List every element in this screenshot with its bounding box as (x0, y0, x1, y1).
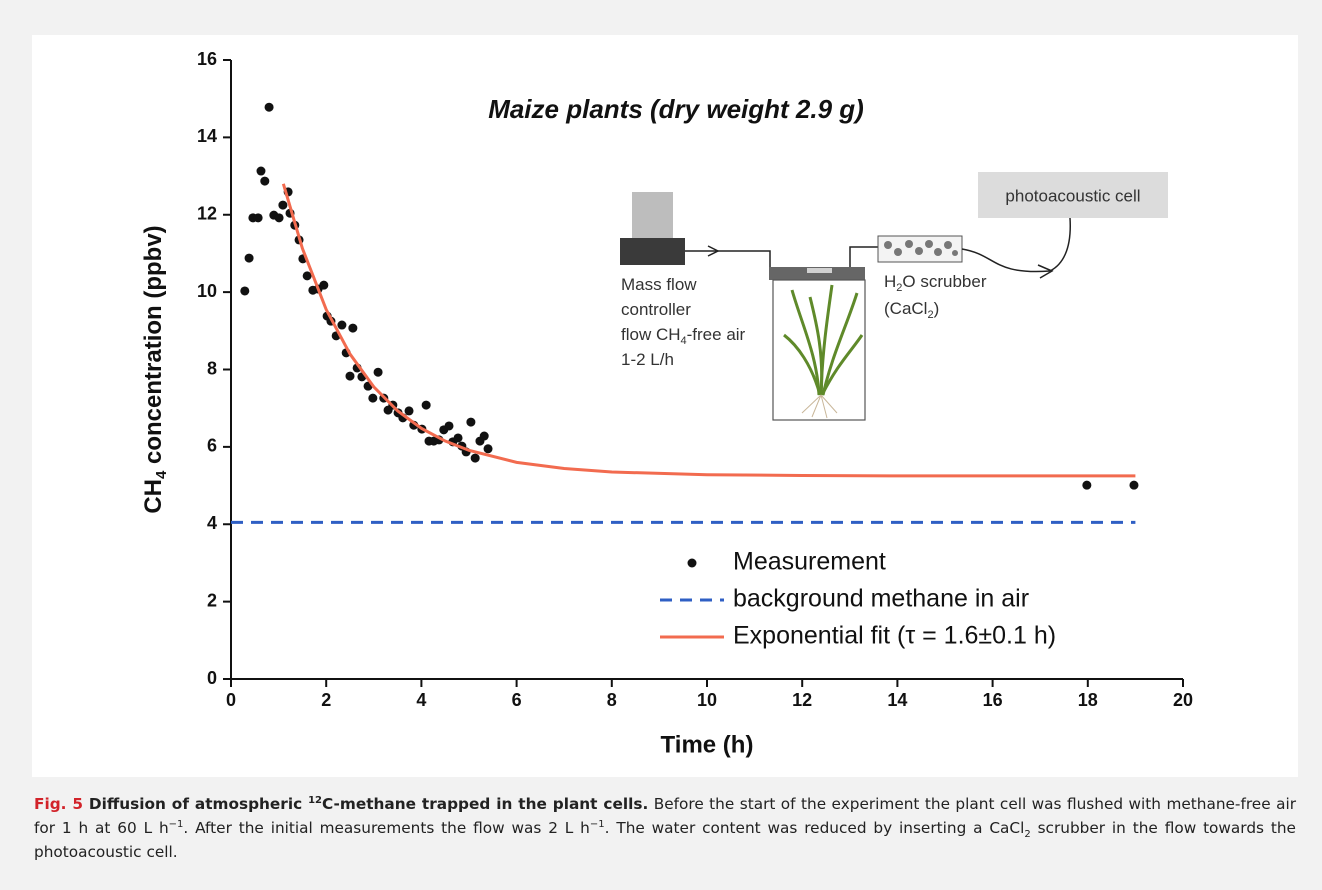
caption-run: 12 (308, 795, 322, 806)
x-tick-label: 20 (1173, 690, 1193, 710)
diagram-label-part: O scrubber (902, 272, 986, 291)
y-tick-label: 14 (197, 126, 217, 146)
legend-label: Measurement (733, 548, 886, 576)
diagram-label-part: ) (934, 299, 940, 318)
figure: Maize plants (dry weight 2.9 g) photoaco… (0, 0, 1322, 890)
chart-background (32, 35, 1298, 777)
diagram-label-part: 1-2 L/h (621, 350, 674, 369)
caption-run: Fig. 5 (34, 795, 83, 813)
x-tick-label: 18 (1078, 690, 1098, 710)
chart: Maize plants (dry weight 2.9 g) photoaco… (32, 35, 1298, 777)
caption-run: Diffusion of atmospheric (83, 795, 308, 813)
diagram-label-part: Mass flow (621, 275, 697, 294)
annotation: Maize plants (dry weight 2.9 g) (488, 94, 864, 124)
y-tick-label: 4 (207, 513, 217, 533)
data-point (265, 103, 274, 112)
data-point (348, 324, 357, 333)
caption-run: −1 (590, 819, 605, 830)
diagram-label: 1-2 L/h (621, 350, 674, 369)
data-point (337, 321, 346, 330)
controller-body (620, 238, 685, 265)
y-tick-label: 10 (197, 281, 217, 301)
data-point (256, 167, 265, 176)
data-point (278, 201, 287, 210)
diagram-label: Mass flow (621, 275, 697, 294)
data-point (480, 432, 489, 441)
data-point (422, 401, 431, 410)
data-point (484, 444, 493, 453)
lid-highlight (807, 268, 832, 273)
caption-run: −1 (169, 819, 184, 830)
x-tick-label: 10 (697, 690, 717, 710)
x-tick-label: 16 (983, 690, 1003, 710)
y-tick-label: 0 (207, 668, 217, 688)
y-tick-label: 12 (197, 204, 217, 224)
legend-marker (688, 559, 697, 568)
y-tick-label: 2 (207, 590, 217, 610)
data-point (1129, 481, 1138, 490)
data-point (260, 177, 269, 186)
data-point (374, 368, 383, 377)
caption-run: C-methane trapped in the plant cells. (322, 795, 648, 813)
diagram-label-part: -free air (687, 325, 746, 344)
legend-label: background methane in air (733, 585, 1029, 613)
y-axis-label-part: CH (140, 479, 167, 514)
data-point (445, 421, 454, 430)
legend-label: Exponential fit (τ = 1.6±0.1 h) (733, 622, 1056, 650)
data-point (275, 213, 284, 222)
diagram-label-part: (CaCl (884, 299, 927, 318)
x-tick-label: 14 (887, 690, 907, 710)
y-axis-label: CH4 concentration (ppbv) (140, 225, 170, 513)
diagram-label: controller (621, 300, 691, 319)
data-point (245, 254, 254, 263)
data-point (405, 406, 414, 415)
data-point (1082, 481, 1091, 490)
data-point (240, 286, 249, 295)
y-tick-label: 6 (207, 436, 217, 456)
y-tick-label: 8 (207, 358, 217, 378)
y-axis-label-part: concentration (ppbv) (140, 225, 167, 470)
data-point (466, 418, 475, 427)
controller-top (632, 192, 673, 238)
diagram-label-part: H (884, 272, 896, 291)
caption: Fig. 5 Diffusion of atmospheric 12C-meth… (34, 792, 1296, 864)
data-point (454, 433, 463, 442)
x-tick-label: 0 (226, 690, 236, 710)
caption-run: . After the initial measurements the flo… (183, 819, 589, 837)
x-axis-label: Time (h) (661, 731, 754, 758)
data-point (346, 372, 355, 381)
data-point (254, 213, 263, 222)
data-point (319, 281, 328, 290)
diagram-label-part: controller (621, 300, 691, 319)
data-point (471, 454, 480, 463)
caption-run: . The water content was reduced by inser… (605, 819, 1025, 837)
y-tick-label: 16 (197, 49, 217, 69)
x-tick-label: 2 (321, 690, 331, 710)
x-tick-label: 6 (512, 690, 522, 710)
x-tick-label: 4 (416, 690, 426, 710)
data-point (368, 394, 377, 403)
x-tick-label: 12 (792, 690, 812, 710)
x-tick-label: 8 (607, 690, 617, 710)
cell-label: photoacoustic cell (1005, 186, 1140, 205)
diagram-label-part: flow CH (621, 325, 681, 344)
